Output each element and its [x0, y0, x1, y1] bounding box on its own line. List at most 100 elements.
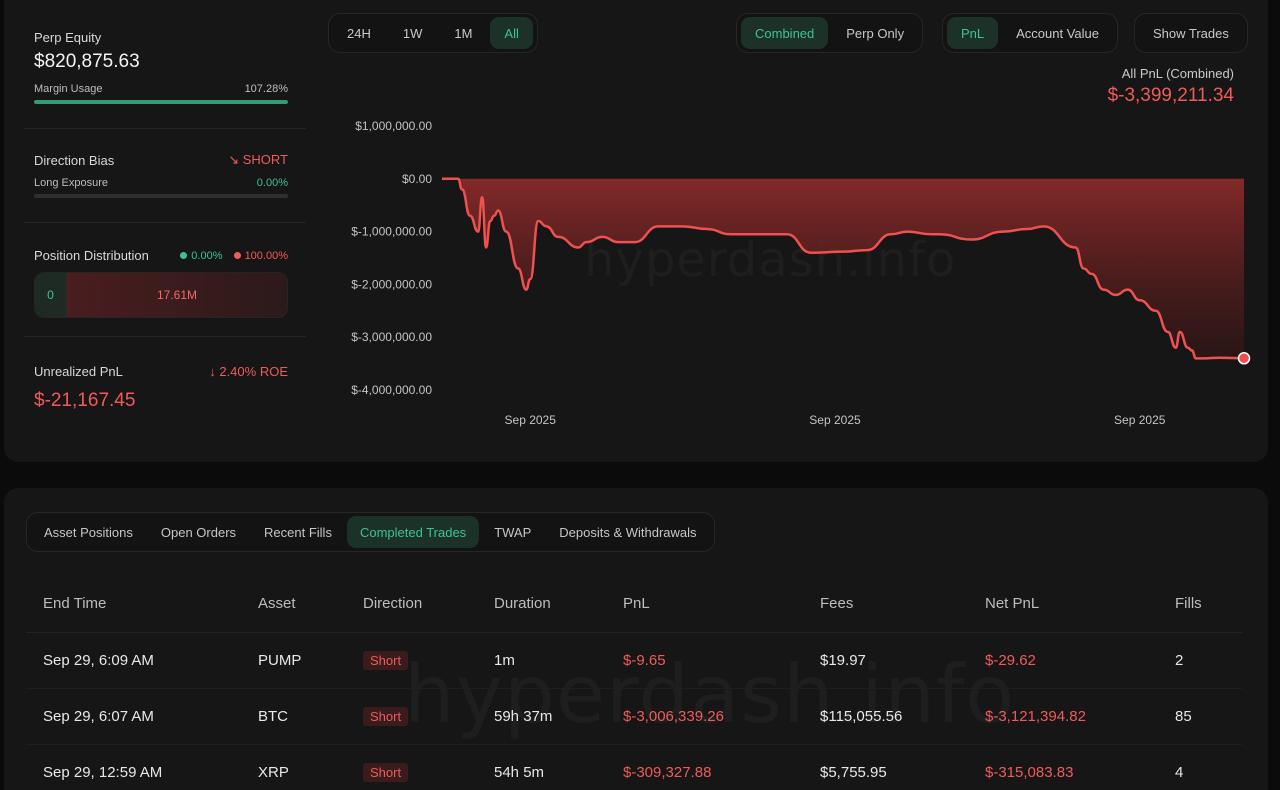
- margin-usage-value: 107.28%: [244, 83, 288, 95]
- mode-selector: Combined Perp Only: [736, 13, 924, 53]
- show-trades-button[interactable]: Show Trades: [1153, 25, 1229, 41]
- divider: [24, 222, 306, 223]
- direction-bias-section: Direction Bias ↘ SHORT Long Exposure 0.0…: [34, 152, 288, 198]
- trades-card: Asset Positions Open Orders Recent Fills…: [4, 488, 1268, 790]
- timeframe-1m[interactable]: 1M: [454, 25, 473, 41]
- mode-perp-only[interactable]: Perp Only: [846, 25, 905, 41]
- col-fees[interactable]: Fees: [803, 576, 968, 633]
- perp-equity-section: Perp Equity $820,875.63 Margin Usage 107…: [34, 30, 288, 104]
- col-direction[interactable]: Direction: [346, 576, 477, 633]
- long-exposure-value: 0.00%: [256, 177, 288, 189]
- direction-badge: Short: [363, 762, 409, 782]
- direction-badge: Short: [363, 650, 409, 670]
- short-pct: 100.00%: [244, 249, 288, 262]
- tab-deposits-withdrawals[interactable]: Deposits & Withdrawals: [559, 524, 697, 540]
- margin-usage-label: Margin Usage: [34, 83, 103, 95]
- position-distribution-section: Position Distribution 0.00% 100.00% 0 17…: [34, 248, 288, 318]
- cell-direction: Short: [346, 744, 477, 790]
- col-duration[interactable]: Duration: [477, 576, 606, 633]
- table-row[interactable]: Sep 29, 6:07 AM BTC Short 59h 37m $-3,00…: [26, 688, 1242, 745]
- completed-trades-table: End Time Asset Direction Duration PnL Fe…: [26, 576, 1242, 790]
- cell-end-time: Sep 29, 6:09 AM: [26, 632, 241, 689]
- timeframe-24h[interactable]: 24H: [347, 25, 371, 41]
- long-exposure-bar: [34, 194, 288, 198]
- table-row[interactable]: Sep 29, 12:59 AM XRP Short 54h 5m $-309,…: [26, 744, 1242, 790]
- trend-down-icon: ↘: [228, 152, 240, 167]
- long-pct: 0.00%: [191, 249, 223, 262]
- x-axis: Sep 2025 Sep 2025 Sep 2025: [505, 413, 1166, 427]
- short-dot-icon: [233, 252, 241, 260]
- tab-asset-positions[interactable]: Asset Positions: [44, 524, 133, 540]
- cell-pnl: $-309,327.88: [606, 744, 803, 790]
- margin-usage-bar: [34, 100, 288, 104]
- direction-badge: Short: [363, 706, 409, 726]
- x-tick-label: Sep 2025: [809, 413, 861, 427]
- timeframe-all[interactable]: All: [490, 17, 533, 49]
- stats-panel: Perp Equity $820,875.63 Margin Usage 107…: [4, 0, 306, 462]
- cell-end-time: Sep 29, 12:59 AM: [26, 744, 241, 790]
- pnl-end-marker: [1237, 352, 1251, 365]
- timeframe-selector: 24H 1W 1M All: [328, 13, 538, 53]
- metric-account-value[interactable]: Account Value: [1016, 25, 1100, 41]
- cell-fills: 4: [1158, 744, 1242, 790]
- y-tick-label: $1,000,000.00: [355, 119, 432, 133]
- tab-completed-trades[interactable]: Completed Trades: [346, 516, 480, 548]
- pnl-chart: $1,000,000.00 $0.00 $-1,000,000.00 $-2,000,…: [351, 119, 1251, 427]
- cell-direction: Short: [346, 688, 477, 745]
- col-net-pnl[interactable]: Net PnL: [968, 576, 1158, 633]
- position-distribution-label: Position Distribution: [34, 248, 149, 263]
- cell-net-pnl: $-29.62: [968, 632, 1158, 689]
- cell-fees: $5,755.95: [803, 744, 968, 790]
- overview-card: Perp Equity $820,875.63 Margin Usage 107…: [4, 0, 1268, 462]
- table-row[interactable]: Sep 29, 6:09 AM PUMP Short 1m $-9.65 $19…: [26, 632, 1242, 689]
- arrow-down-icon: ↓: [209, 364, 216, 379]
- cell-net-pnl: $-315,083.83: [968, 744, 1158, 790]
- long-dot-icon: [180, 252, 188, 260]
- direction-bias-value: ↘ SHORT: [228, 152, 288, 168]
- tab-twap[interactable]: TWAP: [494, 524, 532, 540]
- cell-pnl: $-9.65: [606, 632, 803, 689]
- mode-combined[interactable]: Combined: [741, 17, 829, 49]
- y-tick-label: $-3,000,000.00: [351, 330, 432, 344]
- cell-fills: 2: [1158, 632, 1242, 689]
- unrealized-pnl-value: $-21,167.45: [34, 390, 136, 411]
- y-tick-label: $-4,000,000.00: [351, 383, 432, 397]
- pnl-header: All PnL (Combined) $-3,399,211.34: [1108, 66, 1234, 107]
- col-pnl[interactable]: PnL: [606, 576, 803, 633]
- y-tick-label: $0.00: [402, 172, 432, 186]
- perp-equity-label: Perp Equity: [34, 30, 102, 45]
- cell-fees: $115,055.56: [803, 688, 968, 745]
- cell-net-pnl: $-3,121,394.82: [968, 688, 1158, 745]
- x-tick-label: Sep 2025: [1114, 413, 1166, 427]
- trades-tabs: Asset Positions Open Orders Recent Fills…: [26, 512, 715, 552]
- direction-bias-label: Direction Bias: [34, 152, 115, 168]
- y-axis: $1,000,000.00 $0.00 $-1,000,000.00 $-2,000,…: [351, 119, 432, 397]
- tab-open-orders[interactable]: Open Orders: [160, 524, 237, 540]
- table-header-row: End Time Asset Direction Duration PnL Fe…: [26, 576, 1242, 633]
- metric-pnl[interactable]: PnL: [947, 17, 999, 49]
- timeframe-1w[interactable]: 1W: [402, 25, 423, 41]
- cell-asset: BTC: [241, 688, 346, 745]
- pnl-line: [442, 177, 1245, 360]
- short-amount: 17.61M: [67, 273, 287, 317]
- divider: [24, 128, 306, 129]
- distribution-legend: 0.00% 100.00%: [180, 250, 288, 262]
- distribution-bar: 0 17.61M: [34, 272, 288, 318]
- long-amount: 0: [35, 273, 67, 317]
- cell-fees: $19.97: [803, 632, 968, 689]
- cell-pnl: $-3,006,339.26: [606, 688, 803, 745]
- col-fills[interactable]: Fills: [1158, 576, 1242, 633]
- roe-text: 2.40% ROE: [219, 364, 288, 379]
- pnl-header-label: All PnL (Combined): [1121, 66, 1234, 81]
- col-end-time[interactable]: End Time: [26, 576, 241, 633]
- pnl-area: [442, 178, 1244, 359]
- pnl-header-value: $-3,399,211.34: [1107, 85, 1234, 106]
- metric-selector: PnL Account Value: [942, 13, 1119, 53]
- y-tick-label: $-2,000,000.00: [351, 277, 432, 291]
- tab-recent-fills[interactable]: Recent Fills: [264, 524, 332, 540]
- cell-fills: 85: [1158, 688, 1242, 745]
- unrealized-pnl-section: Unrealized PnL ↓ 2.40% ROE $-21,167.45: [34, 364, 288, 412]
- col-asset[interactable]: Asset: [241, 576, 346, 633]
- divider: [24, 336, 306, 337]
- show-trades-toggle: Show Trades: [1134, 13, 1248, 53]
